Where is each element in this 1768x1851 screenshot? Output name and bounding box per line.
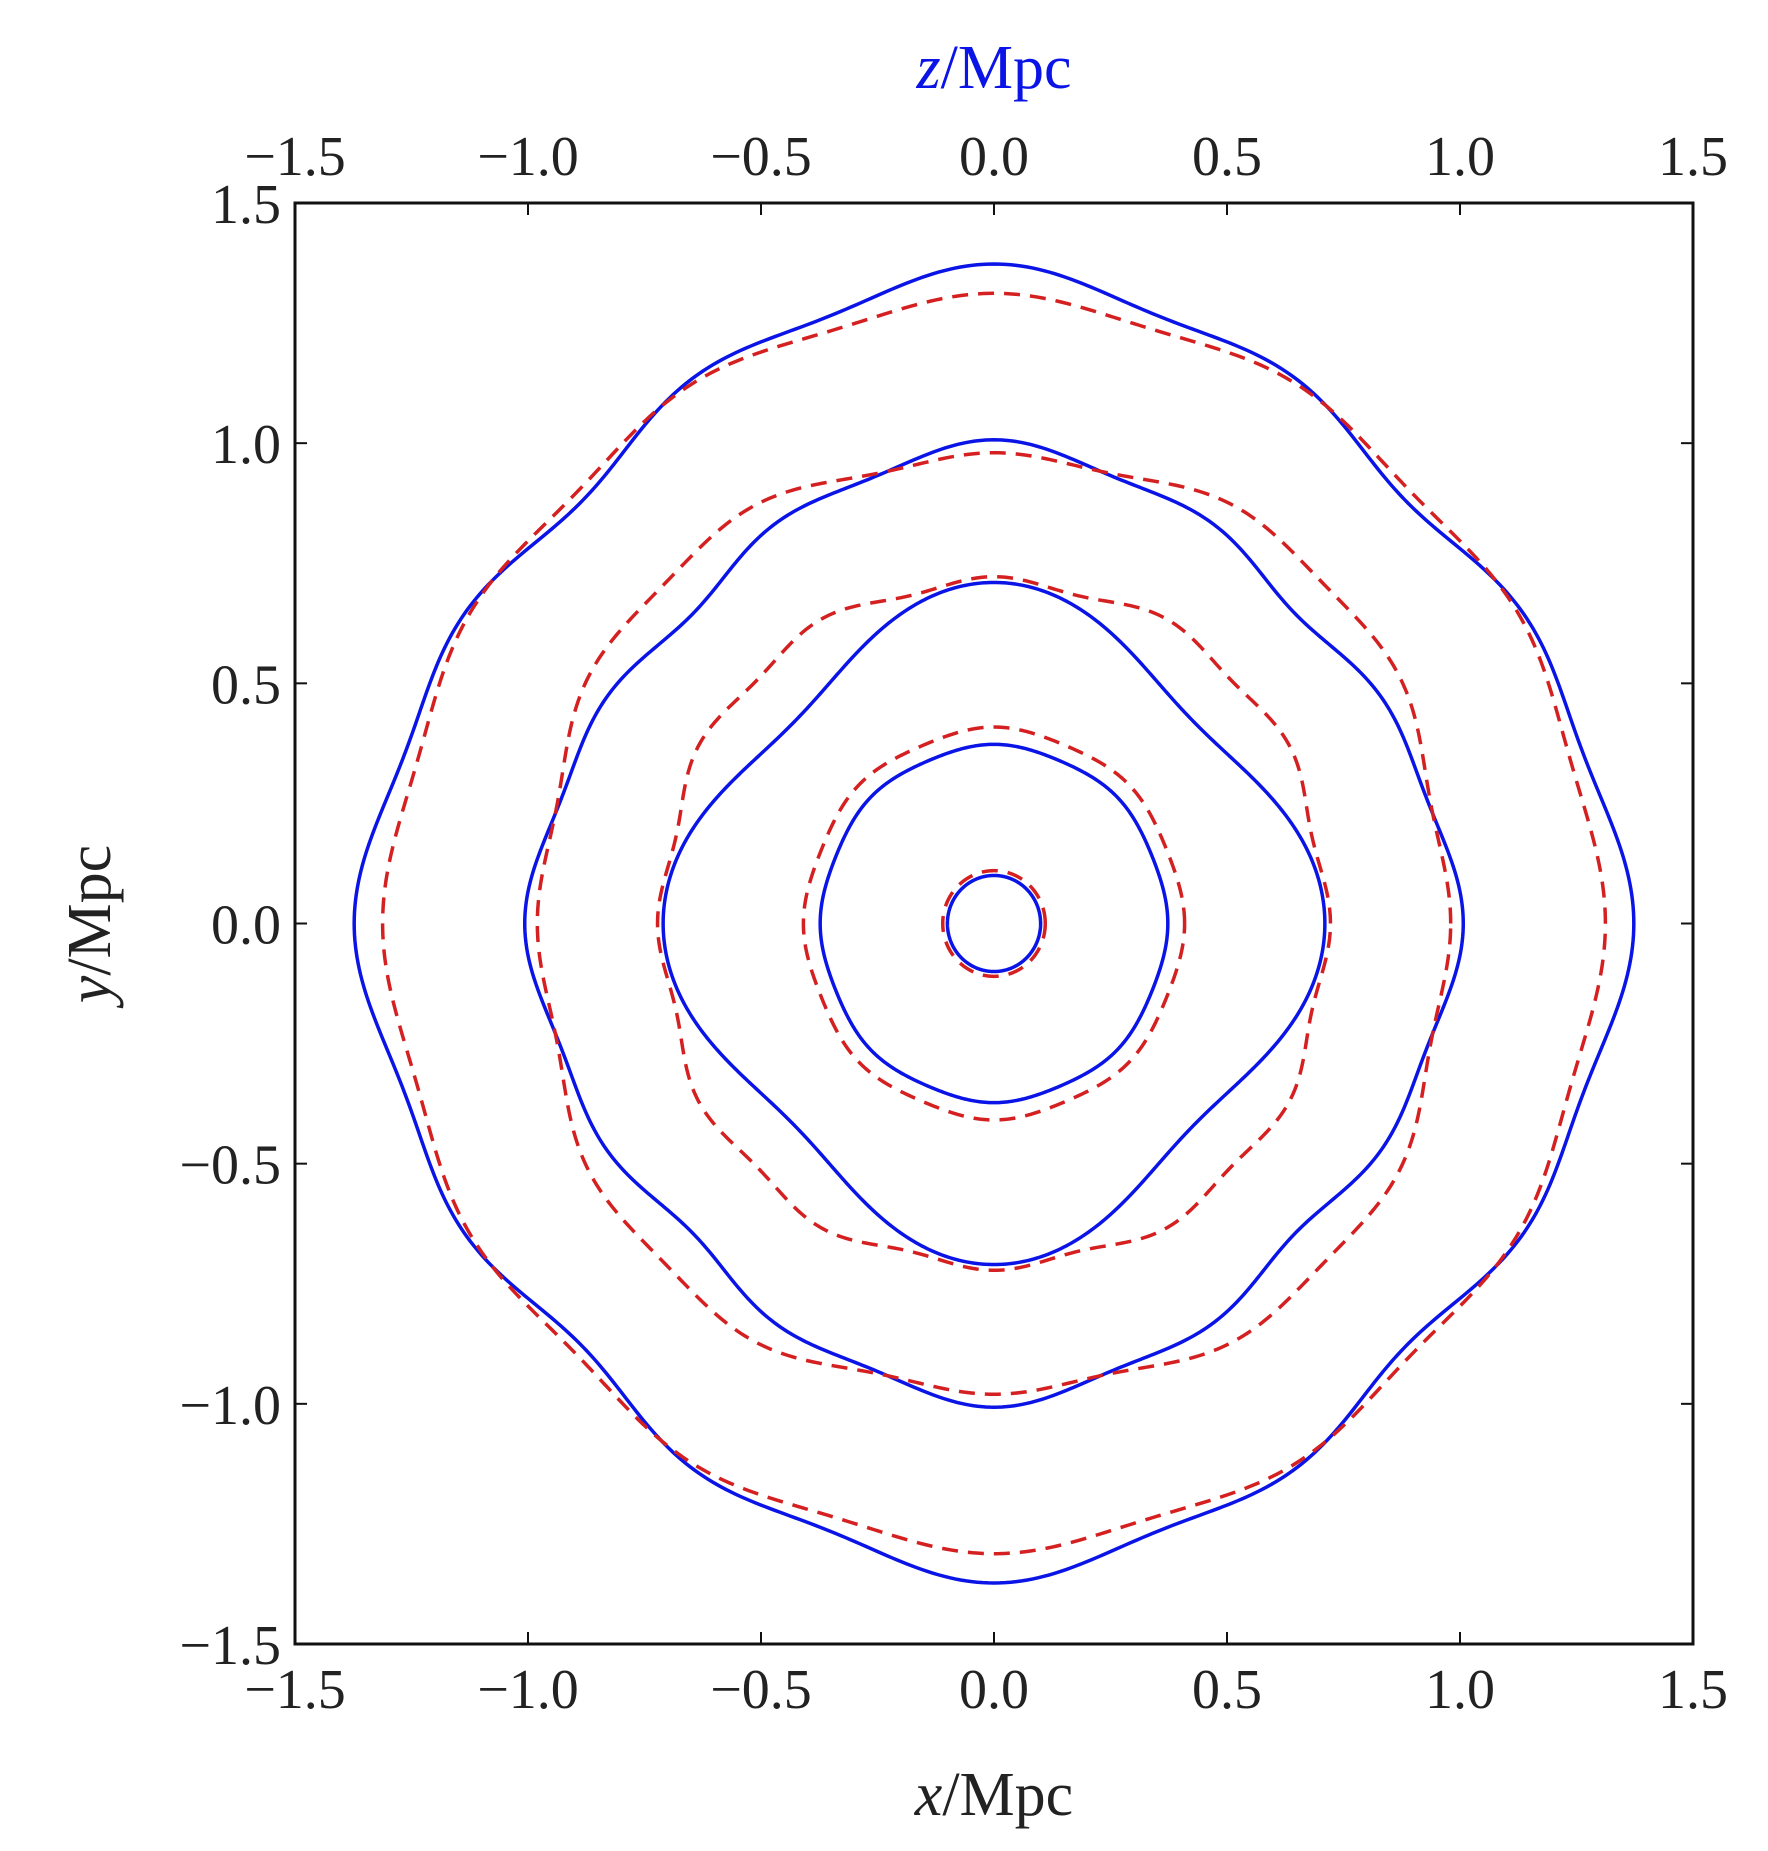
ticks-layer [294,202,1694,1645]
x-tick-label: 1.5 [1658,1659,1728,1721]
plot-frame [293,201,1695,1646]
solid-contour [818,742,1170,1105]
y-tick-label: 1.0 [211,414,281,476]
y-tick-label: 0.0 [211,895,281,957]
x-tick-label: 1.0 [1425,1659,1495,1721]
y-tick-label: −1.5 [179,1615,281,1677]
solid-contour [945,873,1043,974]
dashed-contour [801,725,1187,1122]
top-tick-label: 0.0 [959,126,1029,188]
top-tick-label: −1.5 [244,126,346,188]
solid-contour [522,438,1466,1409]
labels-layer: −1.5−1.5−1.5−1.0−1.0−1.0−0.5−0.5−0.50.00… [179,126,1728,1721]
dashed-contour [380,291,1608,1556]
top-tick-label: 1.0 [1425,126,1495,188]
x-tick-label: 0.5 [1192,1659,1262,1721]
solid-contour [352,262,1636,1585]
dashed-contour [655,574,1333,1273]
x-tick-label: −1.0 [477,1659,579,1721]
y-tick-label: −0.5 [179,1135,281,1197]
y-tick-label: −1.0 [179,1375,281,1437]
top-tick-label: −1.0 [477,126,579,188]
x-axis-label: x/Mpc [914,1761,1073,1829]
series-layer [352,262,1636,1585]
dashed-contour [940,868,1048,979]
top-tick-label: 0.5 [1192,126,1262,188]
solid-contour [661,580,1327,1267]
top-tick-label: −0.5 [710,126,812,188]
x-tick-label: 0.0 [959,1659,1029,1721]
y-axis-label: y/Mpc [56,845,124,1009]
top-tick-label: 1.5 [1658,126,1728,188]
x-tick-label: −1.5 [244,1659,346,1721]
top-axis-label: z/Mpc [915,34,1071,102]
y-tick-label: 1.5 [211,174,281,236]
y-tick-label: 0.5 [211,654,281,716]
dashed-contour [535,451,1453,1396]
x-tick-label: −0.5 [710,1659,812,1721]
